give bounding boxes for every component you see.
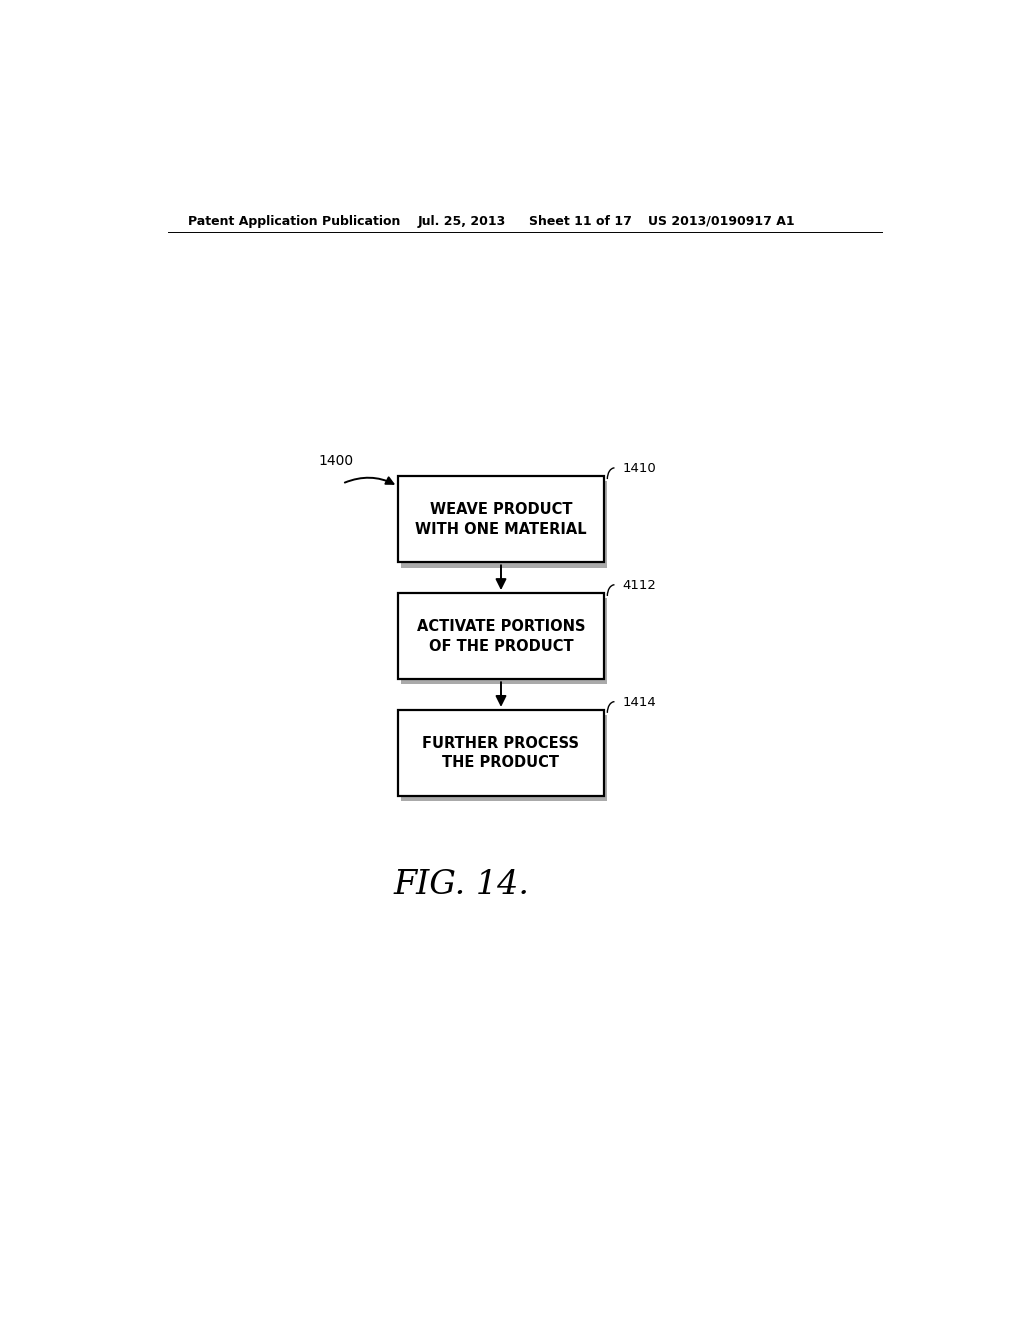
Text: Sheet 11 of 17: Sheet 11 of 17 [528, 215, 632, 228]
Text: 4112: 4112 [623, 579, 656, 593]
Bar [401, 598, 607, 684]
Text: Jul. 25, 2013: Jul. 25, 2013 [418, 215, 506, 228]
Text: WEAVE PRODUCT
WITH ONE MATERIAL: WEAVE PRODUCT WITH ONE MATERIAL [415, 502, 587, 537]
Text: US 2013/0190917 A1: US 2013/0190917 A1 [648, 215, 795, 228]
Text: ACTIVATE PORTIONS
OF THE PRODUCT: ACTIVATE PORTIONS OF THE PRODUCT [417, 619, 586, 653]
Bar [397, 477, 604, 562]
Bar [397, 593, 604, 680]
Bar [401, 480, 607, 568]
Bar [397, 710, 604, 796]
Text: 1400: 1400 [318, 454, 353, 469]
Text: 1410: 1410 [623, 462, 656, 475]
Text: FIG. 14.: FIG. 14. [393, 869, 529, 902]
Bar [401, 715, 607, 801]
Text: 1414: 1414 [623, 696, 656, 709]
Text: Patent Application Publication: Patent Application Publication [187, 215, 400, 228]
Text: FURTHER PROCESS
THE PRODUCT: FURTHER PROCESS THE PRODUCT [423, 735, 580, 771]
